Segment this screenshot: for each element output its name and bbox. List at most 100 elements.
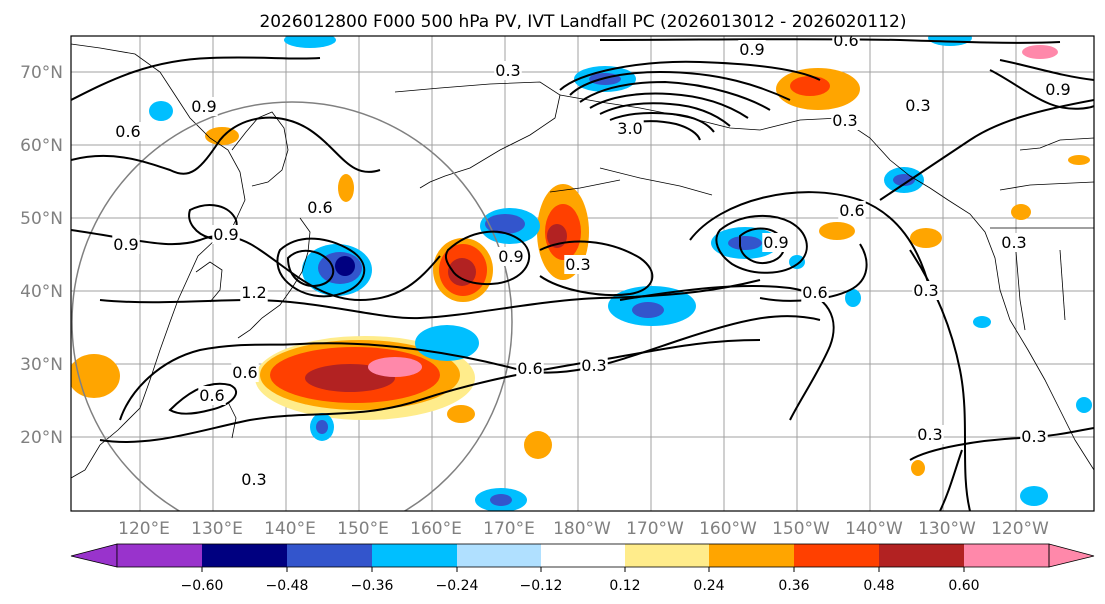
contour-label-background bbox=[801, 283, 829, 302]
contour-label-background bbox=[231, 363, 259, 382]
colorbar: −0.60 −0.48 −0.36 −0.24 −0.12 0.12 0.24 … bbox=[70, 543, 1095, 594]
contour-label: 0.3 bbox=[495, 61, 520, 80]
colorbar-extend-min bbox=[70, 543, 118, 568]
contour-label: 0.6 bbox=[802, 283, 827, 302]
contour-label: 0.3 bbox=[241, 470, 266, 489]
positive-anomaly bbox=[790, 76, 830, 96]
lon-label: 140°W bbox=[845, 519, 903, 539]
lon-label: 150°W bbox=[772, 519, 830, 539]
lon-label: 160°W bbox=[699, 519, 757, 539]
negative-anomaly bbox=[893, 174, 915, 186]
colorbar-tick-label: −0.12 bbox=[520, 578, 563, 594]
colorbar-swatch bbox=[372, 544, 457, 567]
contour-label-background bbox=[1044, 80, 1072, 99]
map-panel: 0.6 0.9 0.3 0.9 0.6 0.6 0.9 1.2 0.6 0.6 … bbox=[70, 31, 1095, 512]
lon-label: 120°E bbox=[118, 519, 170, 539]
colorbar-tick-label: −0.48 bbox=[266, 578, 309, 594]
colorbar-swatch bbox=[964, 544, 1049, 567]
contour-label-background bbox=[497, 247, 525, 266]
colorbar-swatch bbox=[202, 544, 287, 567]
contour-label-background bbox=[240, 470, 268, 489]
lon-label: 150°E bbox=[337, 519, 389, 539]
lon-label: 170°E bbox=[483, 519, 535, 539]
contour-label-background bbox=[762, 233, 790, 252]
positive-anomaly bbox=[819, 222, 855, 240]
lat-label: 50°N bbox=[20, 209, 63, 229]
negative-anomaly bbox=[973, 316, 991, 328]
colorbar-frame bbox=[116, 543, 1050, 568]
contour-label-background bbox=[306, 198, 334, 217]
contour-label: 0.6 bbox=[307, 198, 332, 217]
colorbar-swatch bbox=[541, 544, 625, 567]
contour-label: 0.9 bbox=[763, 233, 788, 252]
contour-label: 0.3 bbox=[565, 255, 590, 274]
negative-anomaly bbox=[1022, 45, 1058, 59]
positive-anomaly bbox=[338, 174, 354, 202]
negative-anomaly bbox=[316, 420, 328, 434]
colorbar-tick-label: −0.36 bbox=[351, 578, 394, 594]
negative-anomaly bbox=[149, 101, 173, 121]
colorbar-tick-label: −0.24 bbox=[436, 578, 479, 594]
colorbar-tick-label: 0.48 bbox=[863, 578, 894, 594]
contour-label: 0.9 bbox=[113, 235, 138, 254]
contour-label: 0.9 bbox=[498, 247, 523, 266]
contour-label-background bbox=[738, 40, 766, 59]
contour-label: 0.6 bbox=[115, 122, 140, 141]
negative-anomaly bbox=[415, 325, 479, 361]
negative-anomaly bbox=[485, 214, 525, 234]
contour-label-background bbox=[616, 119, 644, 138]
contour-label-background bbox=[904, 96, 932, 115]
colorbar-swatch bbox=[709, 544, 794, 567]
colorbar-swatch bbox=[287, 544, 372, 567]
colorbar-swatch bbox=[117, 544, 202, 567]
contour-label-background bbox=[516, 359, 544, 378]
contour-label: 0.6 bbox=[199, 386, 224, 405]
contour-label: 3.0 bbox=[617, 119, 642, 138]
contour-label: 0.3 bbox=[832, 111, 857, 130]
contour-label: 0.6 bbox=[232, 363, 257, 382]
contour-label-background bbox=[198, 386, 226, 405]
contour-label: 0.3 bbox=[917, 425, 942, 444]
lat-label: 40°N bbox=[20, 282, 63, 302]
contour-label: 0.9 bbox=[213, 225, 238, 244]
positive-anomaly bbox=[448, 258, 476, 286]
contour-label-background bbox=[838, 201, 866, 220]
lat-label: 30°N bbox=[20, 355, 63, 375]
positive-anomaly bbox=[524, 431, 552, 459]
positive-anomaly bbox=[1068, 155, 1090, 165]
lon-label: 180°W bbox=[553, 519, 611, 539]
colorbar-swatch bbox=[794, 544, 879, 567]
contour-label-background bbox=[916, 425, 944, 444]
colorbar-tick-label: −0.60 bbox=[181, 578, 224, 594]
contour-label: 0.3 bbox=[1021, 427, 1046, 446]
contour-labels: 0.6 0.9 0.3 0.9 0.6 0.6 0.9 1.2 0.6 0.6 … bbox=[112, 31, 1072, 489]
lon-label: 130°E bbox=[191, 519, 243, 539]
colorbar-extend-max bbox=[1048, 543, 1095, 568]
lon-label: 160°E bbox=[410, 519, 462, 539]
colorbar-tick-label: 0.36 bbox=[778, 578, 809, 594]
negative-anomaly bbox=[845, 289, 861, 307]
pv-anomaly-fills bbox=[71, 36, 1092, 511]
contour-label-background bbox=[1000, 233, 1028, 252]
contour-label: 0.9 bbox=[739, 40, 764, 59]
positive-anomaly bbox=[368, 357, 422, 377]
contour-label: 0.3 bbox=[905, 96, 930, 115]
contour-label: 0.3 bbox=[1001, 233, 1026, 252]
contour-label: 0.6 bbox=[833, 31, 858, 50]
colorbar-tick-label: 0.60 bbox=[948, 578, 979, 594]
contour-label: 1.2 bbox=[241, 283, 266, 302]
reference-circle bbox=[71, 101, 513, 511]
positive-anomaly bbox=[205, 127, 239, 145]
negative-anomaly bbox=[335, 256, 355, 276]
figure-title: 2026012800 F000 500 hPa PV, IVT Landfall… bbox=[259, 12, 906, 32]
pv-contours bbox=[71, 38, 1094, 511]
lat-label: 20°N bbox=[20, 428, 63, 448]
contour-label: 0.9 bbox=[191, 97, 216, 116]
lon-label: 140°E bbox=[264, 519, 316, 539]
lon-label: 170°W bbox=[626, 519, 684, 539]
negative-anomaly bbox=[1020, 486, 1048, 506]
contour-label-background bbox=[832, 36, 860, 50]
contour-label: 0.3 bbox=[913, 281, 938, 300]
contour-label-background bbox=[831, 111, 859, 130]
